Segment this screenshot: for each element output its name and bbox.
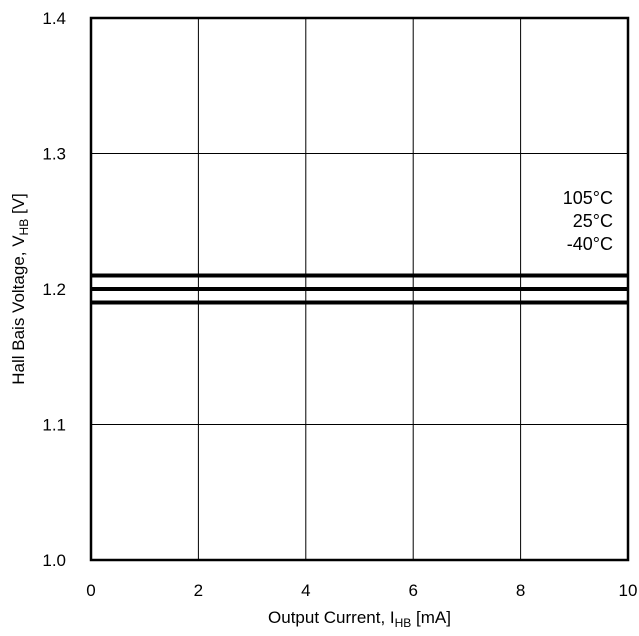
y-tick-label: 1.1 bbox=[42, 416, 66, 435]
y-tick-label: 1.4 bbox=[42, 9, 66, 28]
plot-frame bbox=[89, 16, 630, 562]
y-axis-title-suffix: [V] bbox=[9, 193, 28, 219]
x-axis-title-prefix: Output Current, I bbox=[268, 608, 395, 627]
y-axis-title-prefix: Hall Bais Voltage, V bbox=[9, 235, 28, 385]
x-tick-label: 6 bbox=[408, 581, 417, 600]
y-axis-title: Hall Bais Voltage, VHB [V] bbox=[9, 193, 31, 385]
x-tick-label: 8 bbox=[516, 581, 525, 600]
legend-entry: 105°C bbox=[563, 188, 613, 208]
legend: 105°C 25°C -40°C bbox=[563, 188, 613, 254]
y-tick-label: 1.0 bbox=[42, 551, 66, 570]
series-group bbox=[91, 273, 628, 305]
legend-entry: 25°C bbox=[573, 211, 613, 231]
x-tick-label: 2 bbox=[194, 581, 203, 600]
legend-entry: -40°C bbox=[567, 234, 613, 254]
x-axis-title-suffix: [mA] bbox=[411, 608, 451, 627]
x-tick-label: 4 bbox=[301, 581, 310, 600]
x-tick-label: 0 bbox=[86, 581, 95, 600]
y-tick-labels: 1.0 1.1 1.2 1.3 1.4 bbox=[42, 9, 66, 570]
x-axis-title: Output Current, IHB [mA] bbox=[268, 608, 451, 630]
y-tick-label: 1.2 bbox=[42, 280, 66, 299]
y-axis-title-sub: HB bbox=[17, 219, 31, 236]
x-axis-title-sub: HB bbox=[395, 616, 412, 630]
x-tick-labels: 0 2 4 6 8 10 bbox=[86, 581, 637, 600]
y-tick-label: 1.3 bbox=[42, 145, 66, 164]
x-tick-label: 10 bbox=[619, 581, 638, 600]
